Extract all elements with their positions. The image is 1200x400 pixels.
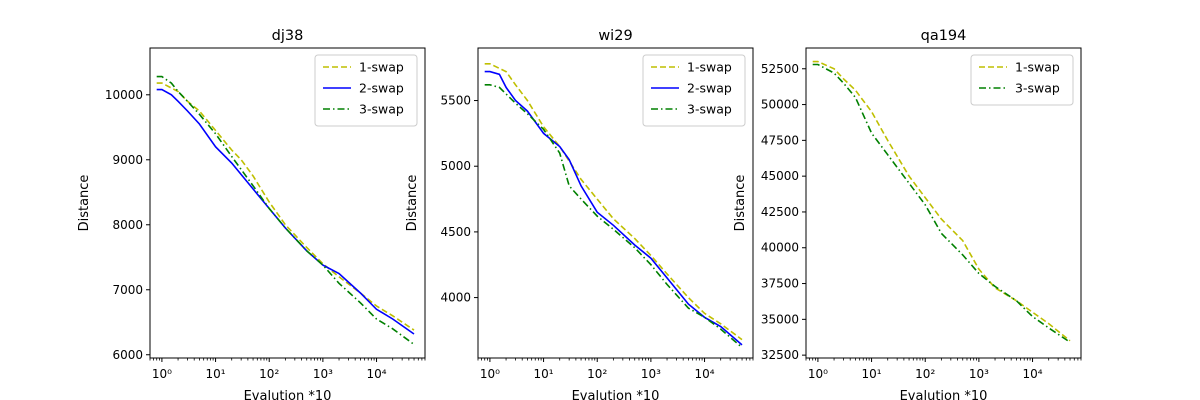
- legend-label-3-swap: 3-swap: [687, 102, 732, 117]
- series-line-3-swap: [812, 63, 1071, 343]
- legend-label-3-swap: 3-swap: [1015, 81, 1060, 96]
- chart-panel-dj38: dj38 6000 7000 8000 9000 10000 10⁰ 10¹ 10² 10³ 10⁴…: [77, 28, 426, 400]
- y-tick-label: 32500: [761, 348, 799, 362]
- legend-label-1-swap: 1-swap: [1015, 60, 1060, 75]
- y-tick-label: 52500: [761, 62, 799, 76]
- axes-frame: [149, 47, 426, 359]
- y-tick-label: 40000: [761, 241, 799, 255]
- y-tick-label: 47500: [761, 133, 799, 147]
- x-tick-label: 10⁴: [694, 367, 714, 381]
- x-tick-label: 10⁴: [1022, 367, 1042, 381]
- y-tick-label: 6000: [112, 348, 143, 362]
- x-axis-label: Evalution *10: [244, 389, 332, 400]
- y-tick-label: 8000: [112, 218, 143, 232]
- chart-title: wi29: [598, 28, 632, 44]
- x-tick-label: 10³: [313, 367, 333, 381]
- x-tick-label: 10²: [915, 367, 935, 381]
- y-tick-label: 4000: [440, 291, 471, 305]
- series-line-3-swap: [484, 84, 743, 349]
- x-tick-label: 10⁰: [808, 367, 828, 381]
- y-tick-label: 5000: [440, 159, 471, 173]
- y-tick-label: 45000: [761, 169, 799, 183]
- y-tick-label: 50000: [761, 98, 799, 112]
- legend-label-2-swap: 2-swap: [359, 81, 404, 96]
- x-tick-label: 10⁴: [366, 367, 386, 381]
- y-tick-label: 35000: [761, 312, 799, 326]
- x-tick-label: 10⁰: [480, 367, 500, 381]
- series-line-3-swap: [156, 75, 415, 346]
- legend-label-1-swap: 1-swap: [687, 60, 732, 75]
- legend-label-1-swap: 1-swap: [359, 60, 404, 75]
- chart-panel-qa194: qa194 32500 35000 37500 40000 42500 45000 47500…: [733, 28, 1082, 400]
- axes-frame: [477, 47, 754, 359]
- y-axis-label: Distance: [733, 175, 748, 232]
- x-tick-label: 10¹: [206, 367, 226, 381]
- y-tick-label: 37500: [761, 277, 799, 291]
- y-tick-label: 42500: [761, 205, 799, 219]
- series-line-2-swap: [484, 70, 743, 346]
- y-tick-label: 4500: [440, 225, 471, 239]
- x-tick-label: 10²: [259, 367, 279, 381]
- chart-panel-wi29: wi29 4000 4500 5000 5500 10⁰ 10¹ 10² 10³ 10⁴ Evalu…: [405, 28, 754, 400]
- x-tick-label: 10⁰: [152, 367, 172, 381]
- y-axis-label: Distance: [405, 175, 420, 232]
- x-axis-label: Evalution *10: [900, 389, 988, 400]
- legend-box: [970, 54, 1074, 106]
- x-axis-label: Evalution *10: [572, 389, 660, 400]
- legend-label-2-swap: 2-swap: [687, 81, 732, 96]
- y-tick-label: 10000: [105, 88, 143, 102]
- y-tick-label: 7000: [112, 283, 143, 297]
- y-tick-label: 9000: [112, 153, 143, 167]
- x-tick-label: 10³: [641, 367, 661, 381]
- legend: 1-swap 3-swap: [970, 54, 1074, 106]
- series-line-1-swap: [484, 62, 743, 341]
- y-axis-label: Distance: [77, 175, 92, 232]
- x-tick-label: 10³: [969, 367, 989, 381]
- axes-frame: [805, 47, 1082, 359]
- y-tick-label: 5500: [440, 94, 471, 108]
- legend: 1-swap 2-swap 3-swap: [642, 54, 746, 127]
- x-tick-label: 10¹: [862, 367, 882, 381]
- legend: 1-swap 2-swap 3-swap: [314, 54, 418, 127]
- x-tick-label: 10¹: [534, 367, 554, 381]
- series-line-1-swap: [812, 60, 1071, 342]
- x-tick-label: 10²: [587, 367, 607, 381]
- series-line-2-swap: [156, 88, 415, 335]
- legend-label-3-swap: 3-swap: [359, 102, 404, 117]
- chart-title: qa194: [921, 28, 967, 44]
- chart-title: dj38: [272, 28, 304, 44]
